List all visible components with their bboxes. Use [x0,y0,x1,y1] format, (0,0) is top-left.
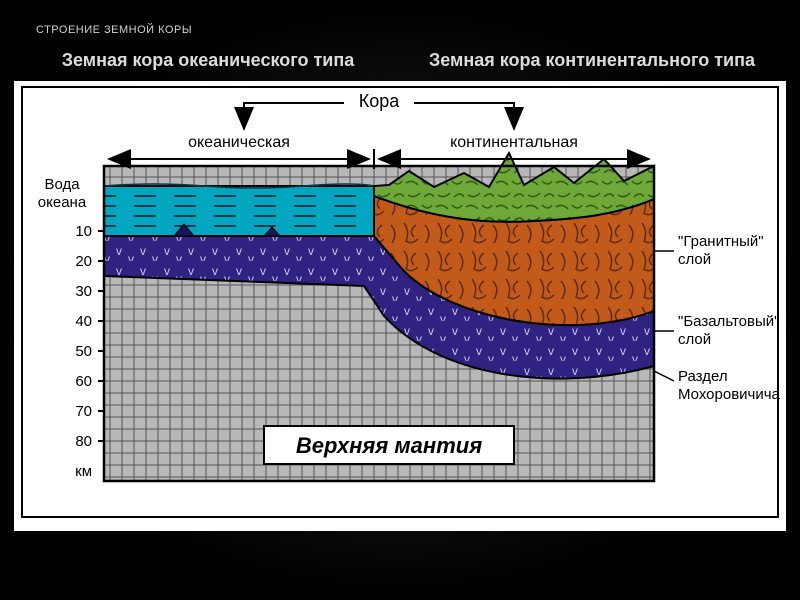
kora-arrow-right [414,103,514,129]
label-moho-2: Мохоровичича [678,386,781,403]
label-basalt-2: слой [678,331,711,348]
label-moho-1: Раздел [678,368,728,385]
tick-unit: км [75,463,92,480]
left-label-line1: Вода [44,176,80,193]
subtitle-left: Земная кора океанического типа [36,50,380,71]
kora-arrow-left [244,103,344,129]
label-granite-2: слой [678,251,711,268]
diagram-container: v v [14,81,786,531]
left-label-line2: океана [38,194,87,211]
ocean-water [104,186,374,236]
depth-ticks: 10 20 30 40 50 60 70 80 км [75,223,92,480]
mantle-label: Верхняя мантия [296,433,482,458]
tick-70: 70 [75,403,92,420]
tick-80: 80 [75,433,92,450]
label-granite-1: "Гранитный" [678,233,764,250]
top-sublabel-left: океаническая [188,134,290,151]
tick-40: 40 [75,313,92,330]
right-labels: "Гранитный" слой "Базальтовый" слой Разд… [654,233,781,403]
tick-50: 50 [75,343,92,360]
top-label-kora: Кора [359,91,401,111]
top-sublabel-right: континентальная [450,134,578,151]
tick-60: 60 [75,373,92,390]
tick-10: 10 [75,223,92,240]
tick-20: 20 [75,253,92,270]
subtitle-right: Земная кора континентального типа [420,50,764,71]
slide-root: Строение земной коры Земная кора океанич… [0,0,800,600]
slide-small-title: Строение земной коры [0,0,800,36]
crust-diagram-svg: v v [14,81,786,531]
tick-30: 30 [75,283,92,300]
label-basalt-1: "Базальтовый" [678,313,779,330]
subtitle-row: Земная кора океанического типа Земная ко… [0,36,800,81]
